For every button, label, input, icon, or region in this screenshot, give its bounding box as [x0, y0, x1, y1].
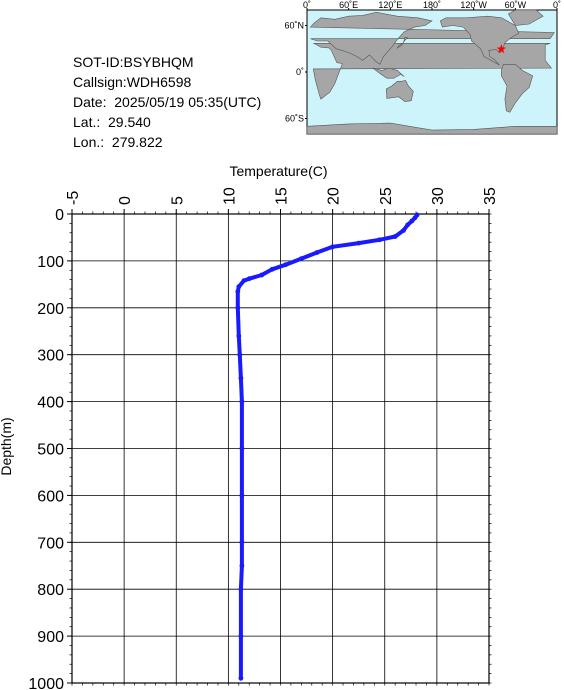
- data-point: [283, 262, 289, 268]
- y-tick-label: 800: [37, 582, 64, 599]
- data-point: [246, 276, 252, 282]
- data-point: [401, 228, 406, 233]
- data-point: [235, 305, 241, 311]
- data-point: [392, 234, 398, 239]
- data-point: [314, 250, 320, 255]
- data-point: [239, 539, 245, 545]
- x-tick-label: 35: [482, 187, 499, 205]
- map-lon-label: 60˚W: [505, 0, 527, 10]
- y-tick-label: 300: [37, 348, 64, 365]
- y-tick-label: 100: [37, 254, 64, 271]
- y-tick-label: 1000: [28, 676, 64, 690]
- data-point: [239, 493, 245, 498]
- y-tick-label: 500: [37, 442, 64, 459]
- data-point: [405, 222, 411, 228]
- x-tick-label: -5: [65, 191, 82, 205]
- data-point: [412, 215, 418, 221]
- data-point: [235, 289, 241, 294]
- callsign: Callsign:WDH6598: [73, 74, 192, 90]
- data-point: [377, 237, 382, 243]
- south-america-land: [501, 64, 534, 113]
- y-tick-label: 700: [37, 535, 64, 552]
- observation-date: Date: 2025/05/19 05:35(UTC): [73, 94, 262, 110]
- map-lon-label: 0˚: [303, 0, 311, 10]
- data-point: [356, 240, 362, 246]
- map-lat-label: 60˚S: [285, 114, 304, 124]
- data-point: [238, 586, 244, 592]
- map-lon-label: 0˚: [553, 0, 561, 10]
- map-lon-label: 120˚W: [460, 0, 487, 10]
- y-axis-title: Depth(m): [0, 417, 14, 475]
- x-tick-label: 0: [117, 196, 134, 205]
- data-point: [238, 633, 244, 639]
- longitude: Lon.: 279.822: [73, 134, 163, 150]
- y-tick-label: 900: [37, 629, 64, 646]
- data-point: [238, 375, 244, 381]
- sot-id: SOT-ID:BSYBHQM: [73, 54, 194, 70]
- data-point: [409, 218, 415, 224]
- north-america-land: [439, 15, 520, 66]
- data-point: [330, 244, 335, 250]
- x-tick-label: 5: [169, 196, 186, 205]
- data-point: [236, 333, 242, 339]
- data-point: [239, 563, 245, 569]
- x-axis-title: Temperature(C): [229, 163, 327, 179]
- y-tick-label: 200: [37, 301, 64, 318]
- x-tick-label: 20: [326, 187, 343, 205]
- map-lon-label: 180˚: [423, 0, 441, 10]
- greenland-land: [507, 9, 544, 26]
- europe-asia-land: [309, 11, 555, 65]
- location-marker: [496, 44, 507, 54]
- x-tick-label: 25: [378, 187, 395, 205]
- data-point: [239, 446, 245, 451]
- data-point: [236, 284, 242, 290]
- data-point: [239, 399, 245, 404]
- data-point: [238, 675, 244, 681]
- data-point: [241, 278, 247, 283]
- x-tick-label: 30: [430, 187, 447, 205]
- antarctica-land: [306, 122, 558, 135]
- map-lon-label: 120˚E: [378, 0, 402, 10]
- australia-land: [385, 80, 414, 102]
- y-tick-label: 400: [37, 395, 64, 412]
- map-lon-label: 60˚E: [339, 0, 358, 10]
- data-point: [237, 352, 243, 358]
- x-tick-label: 15: [274, 187, 291, 205]
- map-lat-label: 60˚N: [284, 21, 304, 31]
- y-tick-label: 600: [37, 488, 64, 505]
- data-point: [259, 272, 265, 278]
- data-point: [269, 266, 275, 272]
- latitude: Lat.: 29.540: [73, 114, 151, 130]
- japan-land: [396, 36, 409, 49]
- data-point: [299, 256, 304, 261]
- indonesia-land: [372, 67, 405, 79]
- y-tick-label: 0: [55, 207, 64, 224]
- temperature-profile-line: [235, 212, 420, 681]
- map-lat-label: 0˚: [296, 67, 304, 77]
- profile-info: SOT-ID:BSYBHQM Callsign:WDH6598 Date: 20…: [73, 52, 261, 152]
- x-tick-label: 10: [221, 187, 238, 205]
